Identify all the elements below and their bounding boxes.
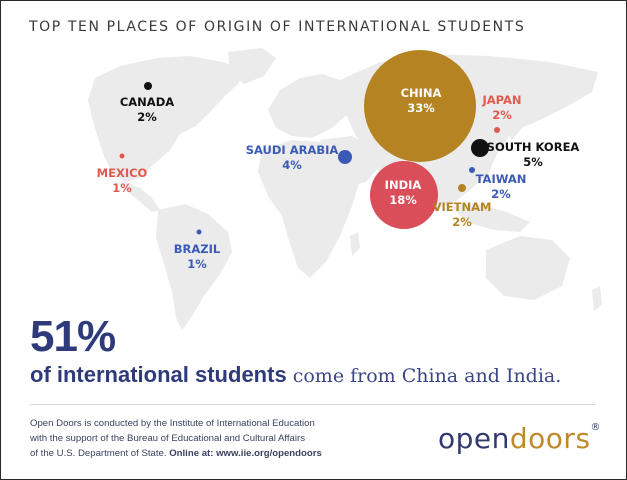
label-south-korea-name: SOUTH KOREA	[486, 140, 580, 154]
landmass-north-america	[88, 56, 245, 182]
marker-japan	[494, 127, 500, 133]
divider	[30, 404, 596, 405]
marker-mexico	[119, 153, 125, 159]
label-india: INDIA 18%	[385, 178, 422, 208]
landmass-new-zealand	[592, 286, 602, 312]
infographic-title: TOP TEN PLACES OF ORIGIN OF INTERNATIONA…	[29, 19, 526, 35]
label-mexico: MEXICO 1%	[97, 166, 148, 196]
landmass-japan	[506, 108, 522, 140]
footer-line-3-text: of the U.S. Department of State.	[30, 448, 170, 459]
label-vietnam-pct: 2%	[452, 215, 472, 229]
opendoors-logo: opendoors®	[438, 422, 601, 455]
footer-url[interactable]: Online at: www.iie.org/opendoors	[169, 448, 322, 459]
label-south-korea: SOUTH KOREA 5%	[487, 140, 580, 170]
headline-rest-text: come from China and India.	[286, 365, 562, 387]
marker-vietnam	[458, 184, 466, 192]
label-canada-name: CANADA	[119, 95, 175, 109]
landmass-southeast-asia	[452, 204, 530, 232]
marker-brazil	[196, 229, 202, 235]
label-china: CHINA 33%	[401, 86, 442, 116]
headline-percentage: 51%	[30, 312, 116, 361]
headline-sentence: of international students come from Chin…	[30, 362, 561, 388]
label-japan-name: JAPAN	[482, 93, 522, 107]
label-vietnam: VIETNAM 2%	[433, 200, 492, 230]
landmass-africa	[258, 140, 360, 278]
world-map	[88, 48, 602, 330]
label-mexico-name: MEXICO	[96, 166, 148, 180]
label-taiwan-name: TAIWAN	[475, 172, 527, 186]
landmass-madagascar	[350, 232, 360, 256]
landmass-australia	[486, 236, 570, 300]
label-japan: JAPAN 2%	[482, 93, 521, 123]
label-canada-pct: 2%	[137, 110, 157, 124]
marker-taiwan	[469, 167, 475, 173]
label-south-korea-pct: 5%	[523, 155, 543, 169]
headline-bold-text: of international students	[30, 362, 287, 387]
label-taiwan-pct: 2%	[491, 187, 511, 201]
landmass-south-america	[156, 204, 232, 330]
footer-line-1: Open Doors is conducted by the Institute…	[30, 418, 315, 429]
marker-south-korea	[471, 139, 489, 157]
logo-doors-text: doors	[509, 422, 591, 455]
landmass-greenland	[228, 48, 276, 84]
label-vietnam-name: VIETNAM	[432, 200, 492, 214]
landmass-europe	[268, 74, 356, 138]
label-india-name: INDIA	[384, 178, 422, 192]
logo-registered-mark: ®	[590, 422, 602, 433]
landmass-central-america	[124, 182, 160, 212]
footer-credit: Open Doors is conducted by the Institute…	[30, 416, 360, 461]
label-saudi-arabia-pct: 4%	[282, 158, 302, 172]
label-china-pct: 33%	[407, 101, 435, 115]
marker-india	[370, 161, 438, 229]
marker-saudi-arabia	[338, 150, 352, 164]
label-brazil-name: BRAZIL	[173, 242, 221, 256]
label-china-name: CHINA	[400, 86, 442, 100]
label-brazil: BRAZIL 1%	[174, 242, 220, 272]
label-saudi-arabia-name: SAUDI ARABIA	[245, 143, 339, 157]
label-mexico-pct: 1%	[112, 181, 132, 195]
label-saudi-arabia: SAUDI ARABIA 4%	[246, 143, 339, 173]
label-brazil-pct: 1%	[187, 257, 207, 271]
label-taiwan: TAIWAN 2%	[476, 172, 527, 202]
footer-line-2: with the support of the Bureau of Educat…	[30, 433, 306, 444]
label-canada: CANADA 2%	[120, 95, 174, 125]
logo-open-text: open	[438, 422, 510, 455]
label-india-pct: 18%	[389, 193, 417, 207]
marker-canada	[144, 82, 152, 90]
marker-china	[364, 50, 476, 162]
label-japan-pct: 2%	[492, 108, 512, 122]
footer-line-3: of the U.S. Department of State. Online …	[30, 446, 360, 461]
